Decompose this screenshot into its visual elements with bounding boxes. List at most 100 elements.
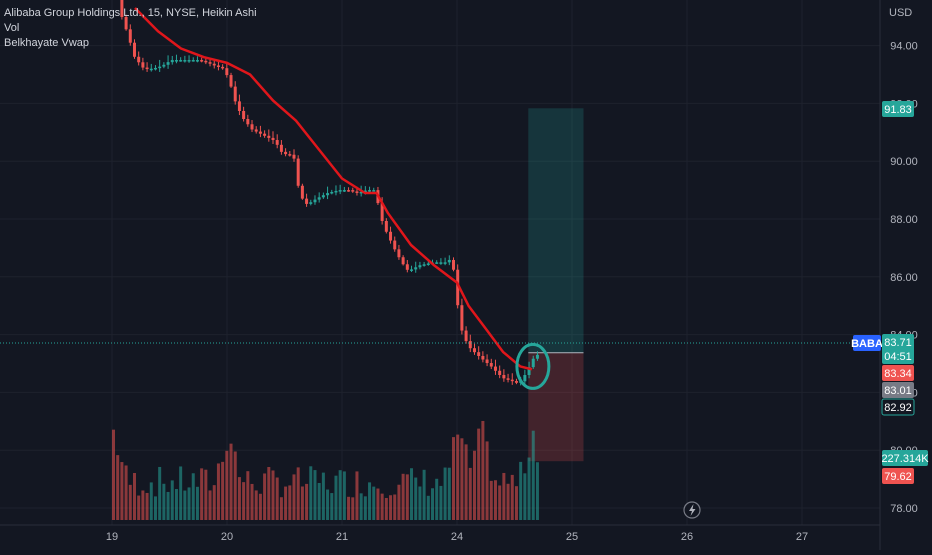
lightning-icon-glyph [689,504,696,516]
candle-body [225,68,229,76]
volume-bar [498,485,502,520]
volume-bar [347,496,351,520]
candle-body [229,75,233,87]
volume-bar [233,451,237,520]
volume-bar [489,480,493,520]
candle-body [179,60,183,62]
volume-indicator-label[interactable]: Vol [4,22,20,34]
volume-bar [271,470,275,520]
candle-body [137,56,141,63]
volume-bar [242,482,246,520]
profit-zone[interactable] [528,108,584,353]
candle-body [187,60,191,62]
volume-bar [166,491,170,520]
loss-zone[interactable] [528,352,584,462]
entry-price-text: 82.92 [884,402,912,414]
vwap-indicator-label[interactable]: Belkhayate Vwap [4,37,89,49]
candle-body [414,267,418,270]
volume-bar [132,472,136,520]
volume-bar [263,473,267,520]
volume-bar [116,455,120,520]
candle-body [355,191,359,193]
candle-body [477,352,481,356]
candle-body [208,62,212,64]
candle-body [535,354,539,359]
candle-body [195,60,199,62]
volume-bar [149,482,153,520]
volume-bar [519,461,523,520]
volume-bar [464,444,468,520]
time-tick-label: 25 [566,531,578,543]
candle-body [422,264,426,266]
candle-body [485,359,489,364]
candle-body [317,197,321,200]
currency-label[interactable]: USD [889,7,913,19]
candle-body [401,257,405,265]
volume-bar [368,482,372,520]
candle-body [493,366,497,371]
volume-bar [221,461,225,520]
volume-bar [225,450,229,520]
candle-body [221,66,225,69]
volume-bar [141,490,145,520]
price-tick-label: 88.00 [890,214,918,226]
candle-body [292,154,296,159]
volume-bar [460,438,464,520]
volume-bar [397,484,401,520]
volume-bar [330,493,334,520]
volume-bar [305,483,309,520]
volume-bar [338,470,342,520]
lightning-icon[interactable] [683,501,701,519]
price-tick-label: 94.00 [890,41,918,53]
candle-body [162,64,166,67]
candle-body [275,140,279,145]
long-position-tool[interactable] [528,108,584,462]
candle-body [359,191,363,194]
highlight-ellipse[interactable] [515,342,551,390]
volume-bar [472,450,476,520]
candle-body [242,110,246,120]
candle-body [271,137,275,141]
highlight-circle[interactable] [515,342,551,390]
volume-bar [342,471,346,520]
time-axis[interactable]: 19 20 21 24 25 26 27 [106,531,808,543]
volume-bar [183,490,187,520]
candle-body [145,67,149,70]
target-price-tag [882,101,914,117]
candle-body [263,133,267,136]
candle-body [384,220,388,232]
candle-body [527,367,531,376]
last-price-tag [882,334,914,364]
candle-body [174,60,178,62]
candle-body [368,190,372,192]
candle-body [128,29,132,43]
candle-body [380,203,384,221]
chart-legend[interactable]: Alibaba Group Holdings Ltd., 15, NYSE, H… [4,6,257,51]
last-price-text: 83.71 [884,337,912,349]
volume-bar [158,466,162,520]
volume-bar [237,477,241,520]
candle-body [124,17,128,30]
volume-bar [200,468,204,520]
candle-body [334,190,338,193]
volume-bar [246,471,250,520]
volume-bar [145,492,149,520]
volume-bar [443,467,447,520]
volume-bar [326,489,330,520]
volume-bar [258,493,262,520]
volume-bar [321,472,325,520]
candle-body [502,375,506,379]
candle-body [309,202,313,204]
symbol-title[interactable]: Alibaba Group Holdings Ltd., 15, NYSE, H… [4,7,257,19]
volume-bar [531,430,535,520]
time-tick-label: 26 [681,531,693,543]
candle-body [191,60,195,62]
candle-body [510,379,514,382]
candle-body [531,358,535,368]
volume-bar [431,488,435,520]
candle-body [460,305,464,331]
candle-body [506,378,510,380]
vwap-path [134,7,533,371]
